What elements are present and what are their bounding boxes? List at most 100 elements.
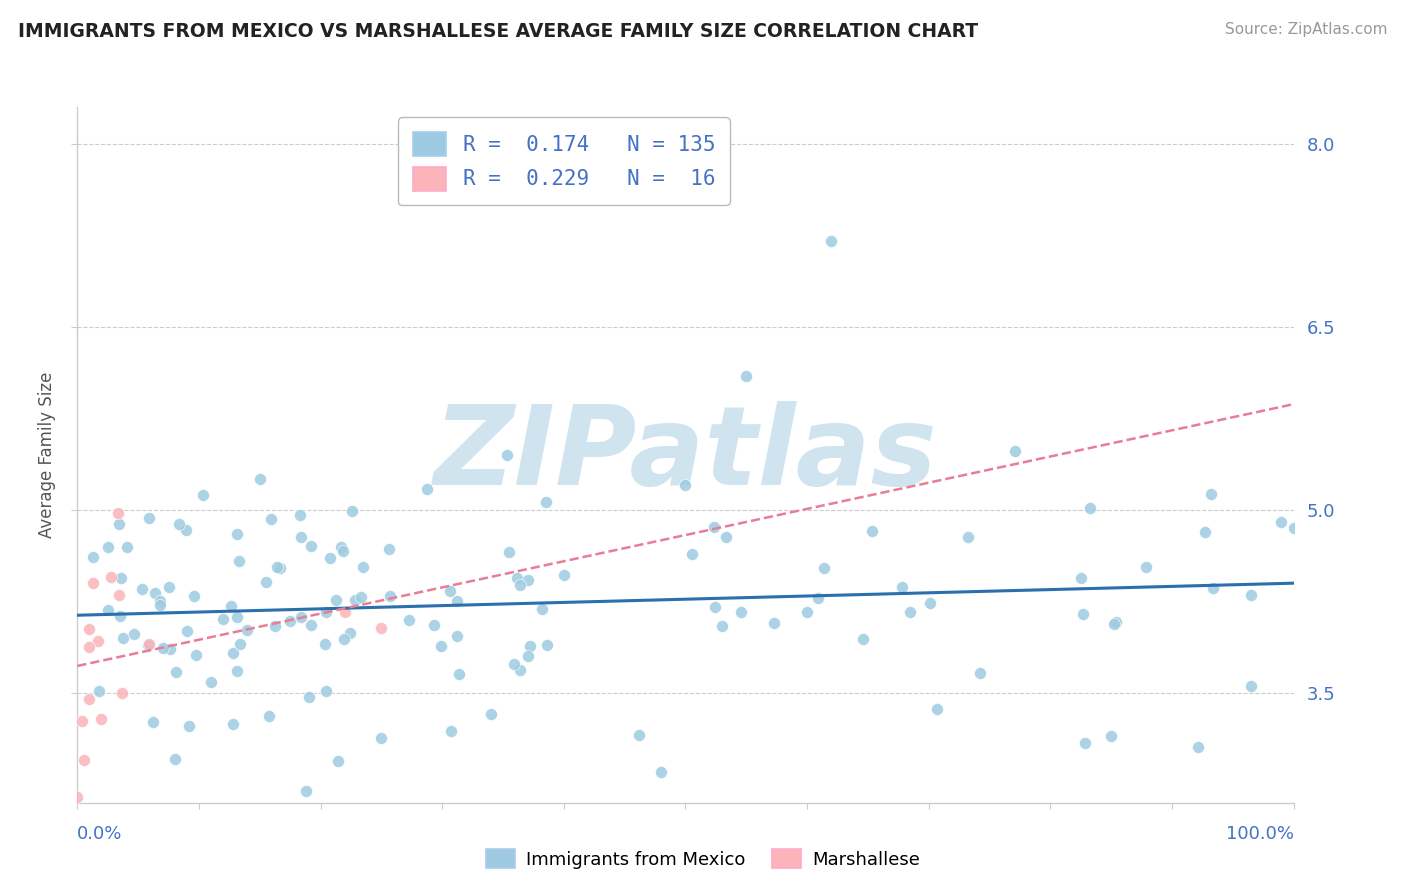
Point	[446, 629, 468, 643]
Text: ZIPatlas: ZIPatlas	[433, 401, 938, 508]
Point	[149, 599, 172, 613]
Point	[131, 582, 153, 596]
Point	[110, 572, 132, 586]
Point	[530, 602, 553, 616]
Point	[891, 580, 914, 594]
Point	[107, 507, 129, 521]
Point	[398, 613, 420, 627]
Point	[77, 622, 100, 636]
Point	[249, 473, 271, 487]
Point	[852, 632, 875, 646]
Point	[716, 530, 738, 544]
Point	[703, 520, 725, 534]
Point	[370, 621, 392, 635]
Point	[212, 612, 235, 626]
Point	[299, 540, 322, 554]
Point	[627, 727, 650, 741]
Point	[294, 784, 316, 798]
Point	[136, 638, 159, 652]
Point	[225, 664, 247, 678]
Text: IMMIGRANTS FROM MEXICO VS MARSHALLESE AVERAGE FAMILY SIZE CORRELATION CHART: IMMIGRANTS FROM MEXICO VS MARSHALLESE AV…	[18, 22, 979, 41]
Point	[319, 551, 342, 566]
Point	[138, 637, 160, 651]
Point	[416, 483, 439, 497]
Point	[148, 593, 170, 607]
Point	[87, 684, 110, 698]
Point	[79, 692, 101, 706]
Point	[343, 592, 366, 607]
Point	[1070, 571, 1092, 585]
Point	[730, 605, 752, 619]
Point	[1202, 581, 1225, 595]
Point	[254, 575, 277, 590]
Point	[553, 568, 575, 582]
Point	[333, 632, 356, 646]
Point	[228, 554, 250, 568]
Point	[266, 560, 288, 574]
Point	[325, 593, 347, 607]
Point	[72, 714, 94, 729]
Point	[1199, 487, 1222, 501]
Point	[807, 591, 830, 605]
Point	[332, 544, 354, 558]
Point	[226, 527, 249, 541]
Point	[219, 599, 242, 614]
Point	[898, 605, 921, 619]
Point	[1080, 500, 1102, 515]
Point	[1194, 525, 1216, 540]
Point	[225, 610, 247, 624]
Point	[422, 618, 444, 632]
Point	[82, 549, 104, 564]
Point	[87, 634, 110, 648]
Point	[111, 631, 134, 645]
Point	[1073, 736, 1095, 750]
Point	[1270, 515, 1292, 529]
Y-axis label: Average Family Size: Average Family Size	[38, 372, 56, 538]
Point	[449, 666, 471, 681]
Point	[479, 706, 502, 721]
Point	[333, 605, 356, 619]
Point	[169, 517, 191, 532]
Point	[260, 512, 283, 526]
Point	[183, 589, 205, 603]
Point	[100, 570, 122, 584]
Point	[97, 602, 120, 616]
Point	[1105, 615, 1128, 629]
Point	[152, 640, 174, 655]
Point	[236, 624, 259, 638]
Point	[326, 755, 349, 769]
Point	[1282, 521, 1305, 535]
Point	[536, 638, 558, 652]
Point	[378, 590, 401, 604]
Point	[315, 684, 337, 698]
Point	[920, 596, 942, 610]
Point	[111, 686, 134, 700]
Point	[179, 718, 201, 732]
Point	[174, 523, 197, 537]
Point	[519, 639, 541, 653]
Point	[340, 504, 363, 518]
Point	[278, 615, 301, 629]
Point	[517, 574, 540, 588]
Point	[314, 637, 336, 651]
Point	[711, 618, 734, 632]
Point	[97, 541, 120, 555]
Point	[820, 235, 842, 249]
Point	[813, 560, 835, 574]
Point	[439, 584, 461, 599]
Point	[107, 588, 129, 602]
Point	[186, 648, 208, 662]
Point	[108, 516, 131, 531]
Point	[222, 646, 245, 660]
Point	[509, 663, 531, 677]
Point	[517, 648, 540, 663]
Point	[735, 368, 758, 383]
Point	[534, 495, 557, 509]
Point	[290, 530, 312, 544]
Point	[762, 615, 785, 630]
Text: Source: ZipAtlas.com: Source: ZipAtlas.com	[1225, 22, 1388, 37]
Point	[675, 478, 697, 492]
Point	[378, 541, 401, 556]
Point	[66, 789, 89, 804]
Point	[969, 665, 991, 680]
